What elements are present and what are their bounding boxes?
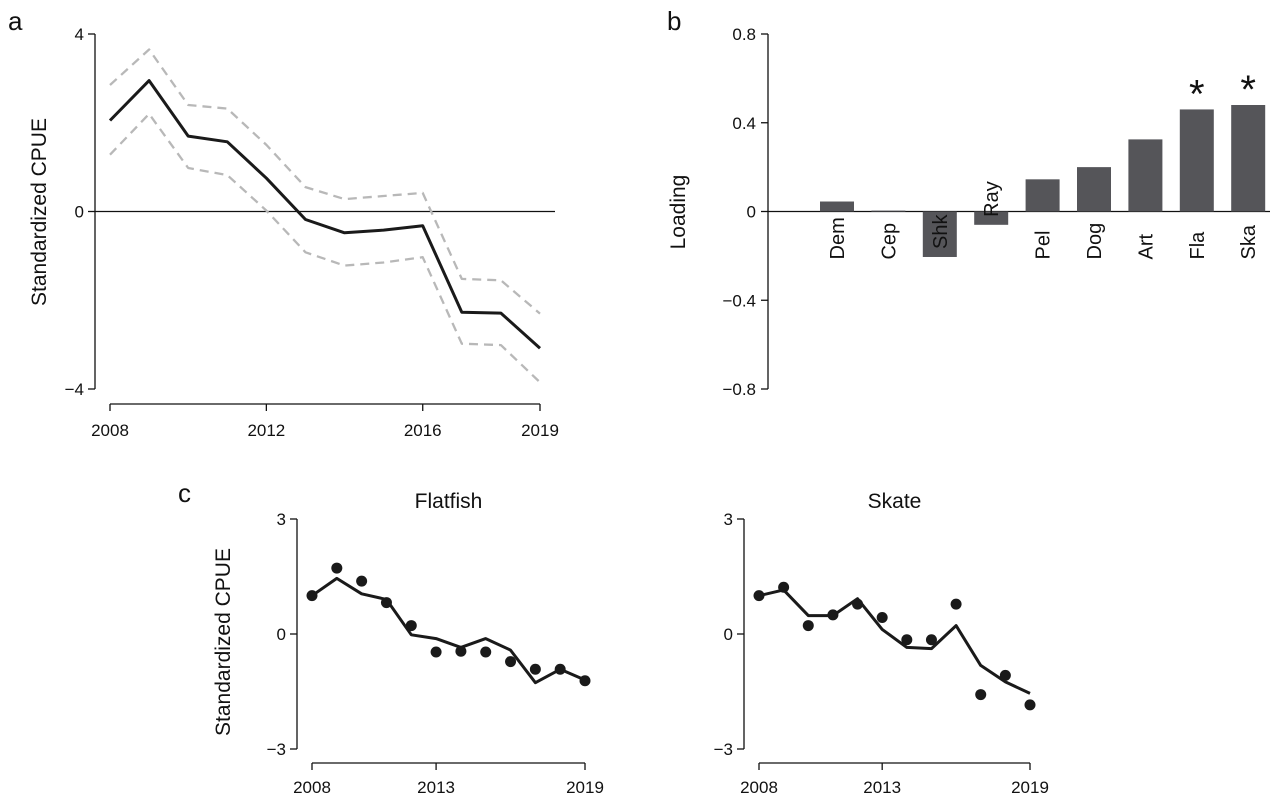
panel-c-skate-observed-point [852, 598, 864, 610]
panel-c-y-axis-label: Standardized CPUE [212, 548, 235, 736]
panel-c-flatfish-x-tick-label: 2013 [417, 778, 455, 797]
panel-b-bar-art [1128, 139, 1163, 212]
panel-c-skate-observed-point [999, 669, 1011, 681]
panel-c-skate-fitted-line [758, 588, 1031, 695]
panel-c-flatfish-observed-point [455, 645, 467, 657]
panel-b-bar-shk [922, 211, 957, 257]
panel-c-flatfish-x-tick-label: 2019 [566, 778, 604, 797]
panel-b-bar-fla [1179, 109, 1214, 212]
panel-c-skate-y-tick-label: 3 [724, 510, 733, 529]
panel-b-category-label: Dog [1084, 223, 1106, 260]
panel-c-skate-x-tick-label: 2019 [1011, 778, 1049, 797]
panel-c-skate-observed-point [753, 590, 765, 602]
panel-b-significance-star: * [1240, 68, 1256, 112]
panel-c-flatfish-observed-point [554, 663, 566, 675]
panel-b-category-label: Ray [981, 181, 1003, 217]
panel-a-x-tick-label: 2016 [404, 421, 442, 440]
panel-c-flatfish-observed-point [529, 663, 541, 675]
panel-c-flatfish-observed-point [480, 646, 492, 658]
panel-c-flatfish-observed-point [331, 562, 343, 574]
panel-letter-a: a [8, 6, 23, 36]
panel-b-y-tick-label: 0.8 [732, 25, 756, 44]
panel-c-flatfish-y-tick-label: −3 [267, 740, 286, 759]
panel-c-flatfish-observed-point [306, 590, 318, 602]
panel-c-flatfish-observed-point [579, 675, 591, 687]
panel-c-flatfish-y-tick-label: 0 [277, 625, 286, 644]
panel-c-skate-observed-point [802, 620, 814, 632]
panel-c-skate-observed-point [950, 598, 962, 610]
panel-b-y-tick-label: −0.4 [722, 291, 756, 310]
panel-b-bar-cep [871, 210, 906, 212]
panel-a-x-tick-label: 2019 [521, 421, 559, 440]
panel-letter-c: c [178, 478, 191, 508]
panel-b-bar-ray [974, 211, 1009, 225]
panel-b-y-tick-label: 0 [747, 203, 756, 222]
panel-a-x-tick-label: 2008 [91, 421, 129, 440]
panel-a-y-axis-label: Standardized CPUE [28, 118, 51, 306]
panel-b-bar-dem [820, 201, 854, 212]
panel-b-significance-star: * [1189, 72, 1205, 116]
panel-c-flatfish-chart [290, 518, 591, 770]
panel-b-category-label: Ska [1238, 224, 1260, 259]
panel-c-flatfish-observed-point [356, 575, 368, 587]
panel-c-skate-chart [737, 518, 1036, 770]
panel-c-flatfish-title: Flatfish [415, 490, 483, 513]
panel-b-category-label: Shk [930, 214, 952, 249]
panel-c-flatfish-observed-point [380, 597, 392, 609]
panel-c-flatfish-observed-point [505, 656, 517, 668]
panel-c-skate-observed-point [975, 689, 987, 701]
panel-c-flatfish-y-tick-label: 3 [277, 510, 286, 529]
panel-b-category-label: Art [1135, 234, 1157, 260]
panel-a-y-tick-label: −4 [65, 380, 84, 399]
panel-c-skate-observed-point [778, 581, 790, 593]
panel-b-y-axis-label: Loading [667, 175, 690, 250]
panel-c-skate-title: Skate [868, 490, 922, 513]
panel-c-flatfish-x-tick-label: 2008 [293, 778, 331, 797]
panel-a-series-upper-bound [109, 48, 541, 315]
panel-c-skate-x-tick-label: 2008 [740, 778, 778, 797]
panel-b-y-tick-label: −0.8 [722, 380, 756, 399]
panel-b-bar-dog [1077, 167, 1111, 212]
panel-b-category-label: Pel [1033, 231, 1055, 260]
panel-letter-b: b [667, 6, 681, 36]
panel-b-category-label: Dem [827, 217, 849, 259]
panel-a-chart [88, 33, 555, 411]
panel-a-y-tick-label: 4 [75, 25, 84, 44]
panel-c-skate-x-tick-label: 2013 [863, 778, 901, 797]
panel-c-skate-observed-point [827, 609, 839, 621]
panel-c-skate-y-tick-label: 0 [724, 625, 733, 644]
panel-b-chart [761, 33, 1270, 390]
panel-a-y-tick-label: 0 [75, 203, 84, 222]
panel-c-skate-observed-point [876, 612, 888, 624]
panel-c-flatfish-observed-point [430, 646, 442, 658]
panel-c-flatfish-observed-point [405, 620, 417, 632]
panel-c-flatfish-fitted-line [311, 576, 586, 685]
panel-b-bar-ska [1231, 105, 1266, 212]
panel-c-skate-observed-point [1024, 699, 1036, 711]
panel-b-category-label: Cep [878, 223, 900, 260]
panel-a-series-lower-bound [109, 112, 541, 384]
panel-b-bar-pel [1025, 179, 1060, 212]
panel-c-skate-y-tick-label: −3 [714, 740, 733, 759]
panel-c-skate-observed-point [925, 634, 937, 646]
panel-a-x-tick-label: 2012 [247, 421, 285, 440]
panel-b-category-label: Fla [1187, 231, 1209, 260]
panel-a-series-trend [108, 79, 542, 350]
panel-b-y-tick-label: 0.4 [732, 114, 756, 133]
panel-c-skate-observed-point [901, 634, 913, 646]
